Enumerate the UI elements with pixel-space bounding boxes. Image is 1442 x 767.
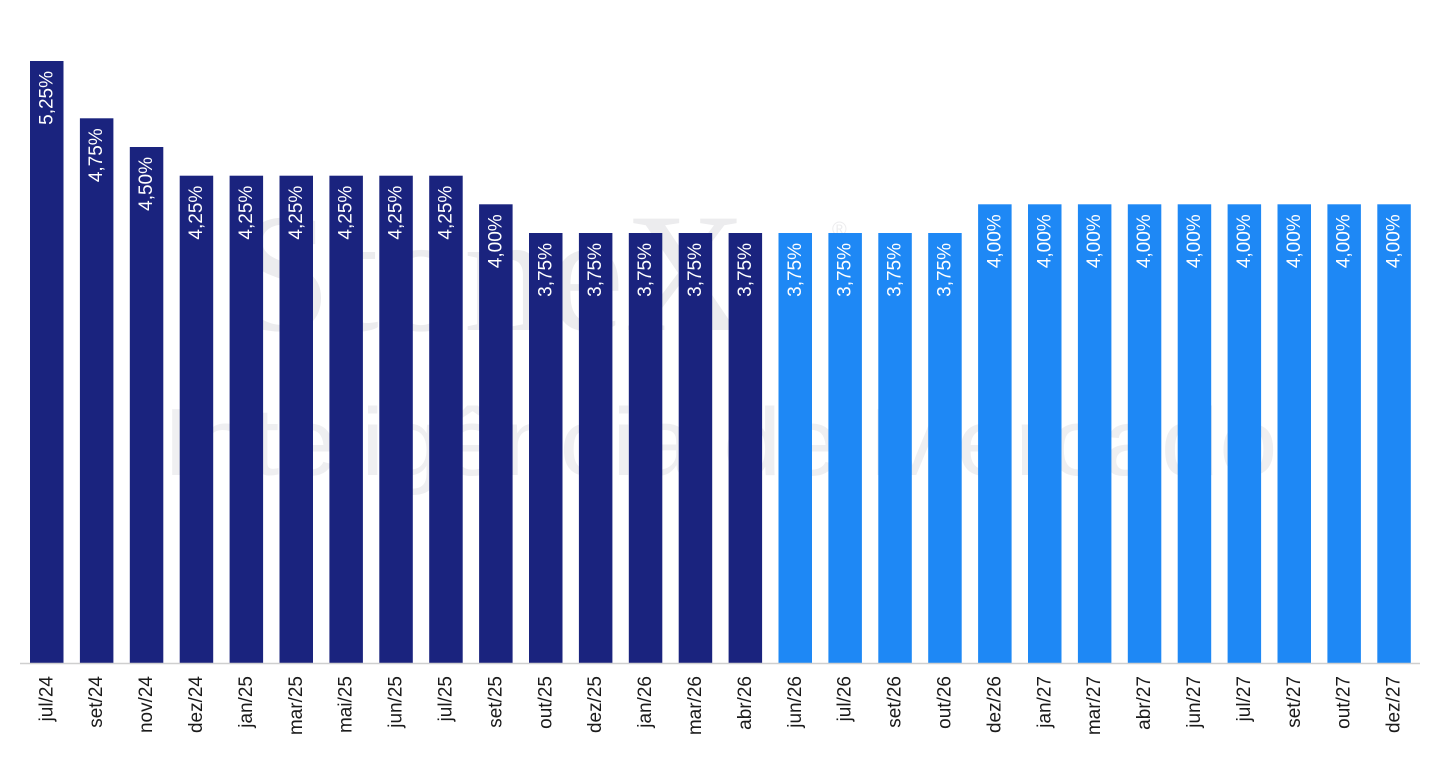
bar-mar-26	[678, 233, 713, 663]
bar-mai-25	[329, 175, 363, 663]
data-label: 4,00%	[1134, 214, 1155, 268]
bar-set-26	[878, 233, 912, 663]
data-label: 4,25%	[336, 186, 357, 240]
data-label: 3,75%	[635, 243, 656, 297]
data-label: 3,75%	[585, 243, 606, 297]
bar-jul-24	[30, 61, 64, 663]
data-label: 3,75%	[685, 243, 706, 297]
x-tick-label: mar/25	[286, 676, 307, 735]
data-label: 4,00%	[1184, 214, 1205, 268]
bar-jun-25	[379, 175, 413, 663]
bar-set-24	[79, 118, 114, 664]
bar-abr-26	[728, 233, 763, 663]
x-tick-label: set/27	[1284, 676, 1305, 728]
data-label: 4,00%	[1234, 214, 1255, 268]
x-tick-label: jan/27	[1034, 676, 1055, 729]
bar-dez-25	[578, 233, 613, 663]
bar-mar-25	[279, 175, 313, 663]
bar-jun-26	[778, 233, 812, 663]
data-label: 4,00%	[1284, 214, 1305, 268]
x-tick-label: jun/26	[785, 676, 806, 729]
x-tick-label: set/24	[86, 676, 107, 728]
x-tick-label: jul/25	[435, 676, 456, 722]
data-label: 3,75%	[885, 243, 906, 297]
x-tick-label: jul/24	[36, 676, 57, 723]
data-label: 4,50%	[136, 157, 157, 211]
bar-abr-27	[1127, 204, 1162, 664]
x-tick-label: jan/26	[635, 676, 656, 729]
bar-set-25	[479, 204, 513, 664]
bar-jun-27	[1177, 204, 1212, 664]
x-tick-label: set/25	[485, 676, 506, 728]
bar-jul-26	[828, 233, 862, 663]
x-tick-label: dez/27	[1384, 676, 1405, 733]
data-label: 3,75%	[535, 243, 556, 297]
data-label: 5,25%	[36, 71, 57, 125]
data-label: 3,75%	[735, 243, 756, 297]
data-label: 4,00%	[984, 214, 1005, 268]
bars-group	[30, 61, 1411, 664]
x-tick-label: jun/25	[386, 676, 407, 729]
x-tick-label: abr/26	[735, 676, 756, 730]
x-tick-label: nov/24	[136, 676, 157, 733]
x-tick-label: jul/27	[1234, 676, 1255, 722]
data-label: 3,75%	[934, 243, 955, 297]
data-label: 3,75%	[785, 243, 806, 297]
data-label: 3,75%	[835, 243, 856, 297]
x-tick-label: mar/27	[1084, 676, 1105, 735]
x-tick-label: jul/26	[835, 676, 856, 722]
x-tick-label: mai/25	[336, 676, 357, 733]
x-tick-label: jan/25	[236, 676, 257, 729]
x-axis-ticks: jul/24 set/24 nov/24 dez/24 jan/25 mar/25 mai/…	[36, 676, 1404, 736]
bar-dez-26	[978, 204, 1012, 664]
data-label: 4,25%	[435, 186, 456, 240]
bar-dez-24	[179, 175, 214, 663]
x-tick-label: jun/27	[1184, 676, 1205, 729]
x-tick-label: out/26	[934, 676, 955, 729]
x-tick-label: mar/26	[685, 676, 706, 735]
bar-jul-27	[1227, 204, 1262, 664]
data-label: 4,00%	[1034, 214, 1055, 268]
x-tick-label: set/26	[885, 676, 906, 728]
bar-jan-26	[628, 233, 663, 663]
x-tick-label: abr/27	[1134, 676, 1155, 730]
data-label: 4,00%	[1384, 214, 1405, 268]
bar-jul-25	[429, 175, 463, 663]
bar-nov-24	[129, 147, 164, 663]
bar-jan-27	[1028, 204, 1062, 664]
data-label: 4,25%	[236, 186, 257, 240]
bar-mar-27	[1077, 204, 1112, 664]
x-tick-label: dez/26	[984, 676, 1005, 733]
x-tick-label: out/27	[1334, 676, 1355, 729]
bar-out-25	[529, 233, 563, 663]
x-tick-label: dez/24	[186, 676, 207, 733]
bar-dez-27	[1377, 204, 1411, 664]
bar-out-27	[1327, 204, 1361, 664]
bar-jan-25	[229, 175, 264, 663]
data-label: 4,00%	[1084, 214, 1105, 268]
data-label: 4,00%	[1334, 214, 1355, 268]
x-tick-label: out/25	[535, 676, 556, 729]
data-label: 4,00%	[485, 214, 506, 268]
x-tick-label: dez/25	[585, 676, 606, 733]
data-label: 4,25%	[286, 186, 307, 240]
data-label: 4,75%	[86, 128, 107, 182]
data-label: 4,25%	[186, 186, 207, 240]
bar-set-27	[1277, 204, 1311, 664]
data-labels-group: 5,25% 4,75% 4,50% 4,25% 4,25% 4,25% 4,25% 4,25%…	[36, 71, 1404, 297]
bar-out-26	[928, 233, 962, 663]
data-label: 4,25%	[386, 186, 407, 240]
